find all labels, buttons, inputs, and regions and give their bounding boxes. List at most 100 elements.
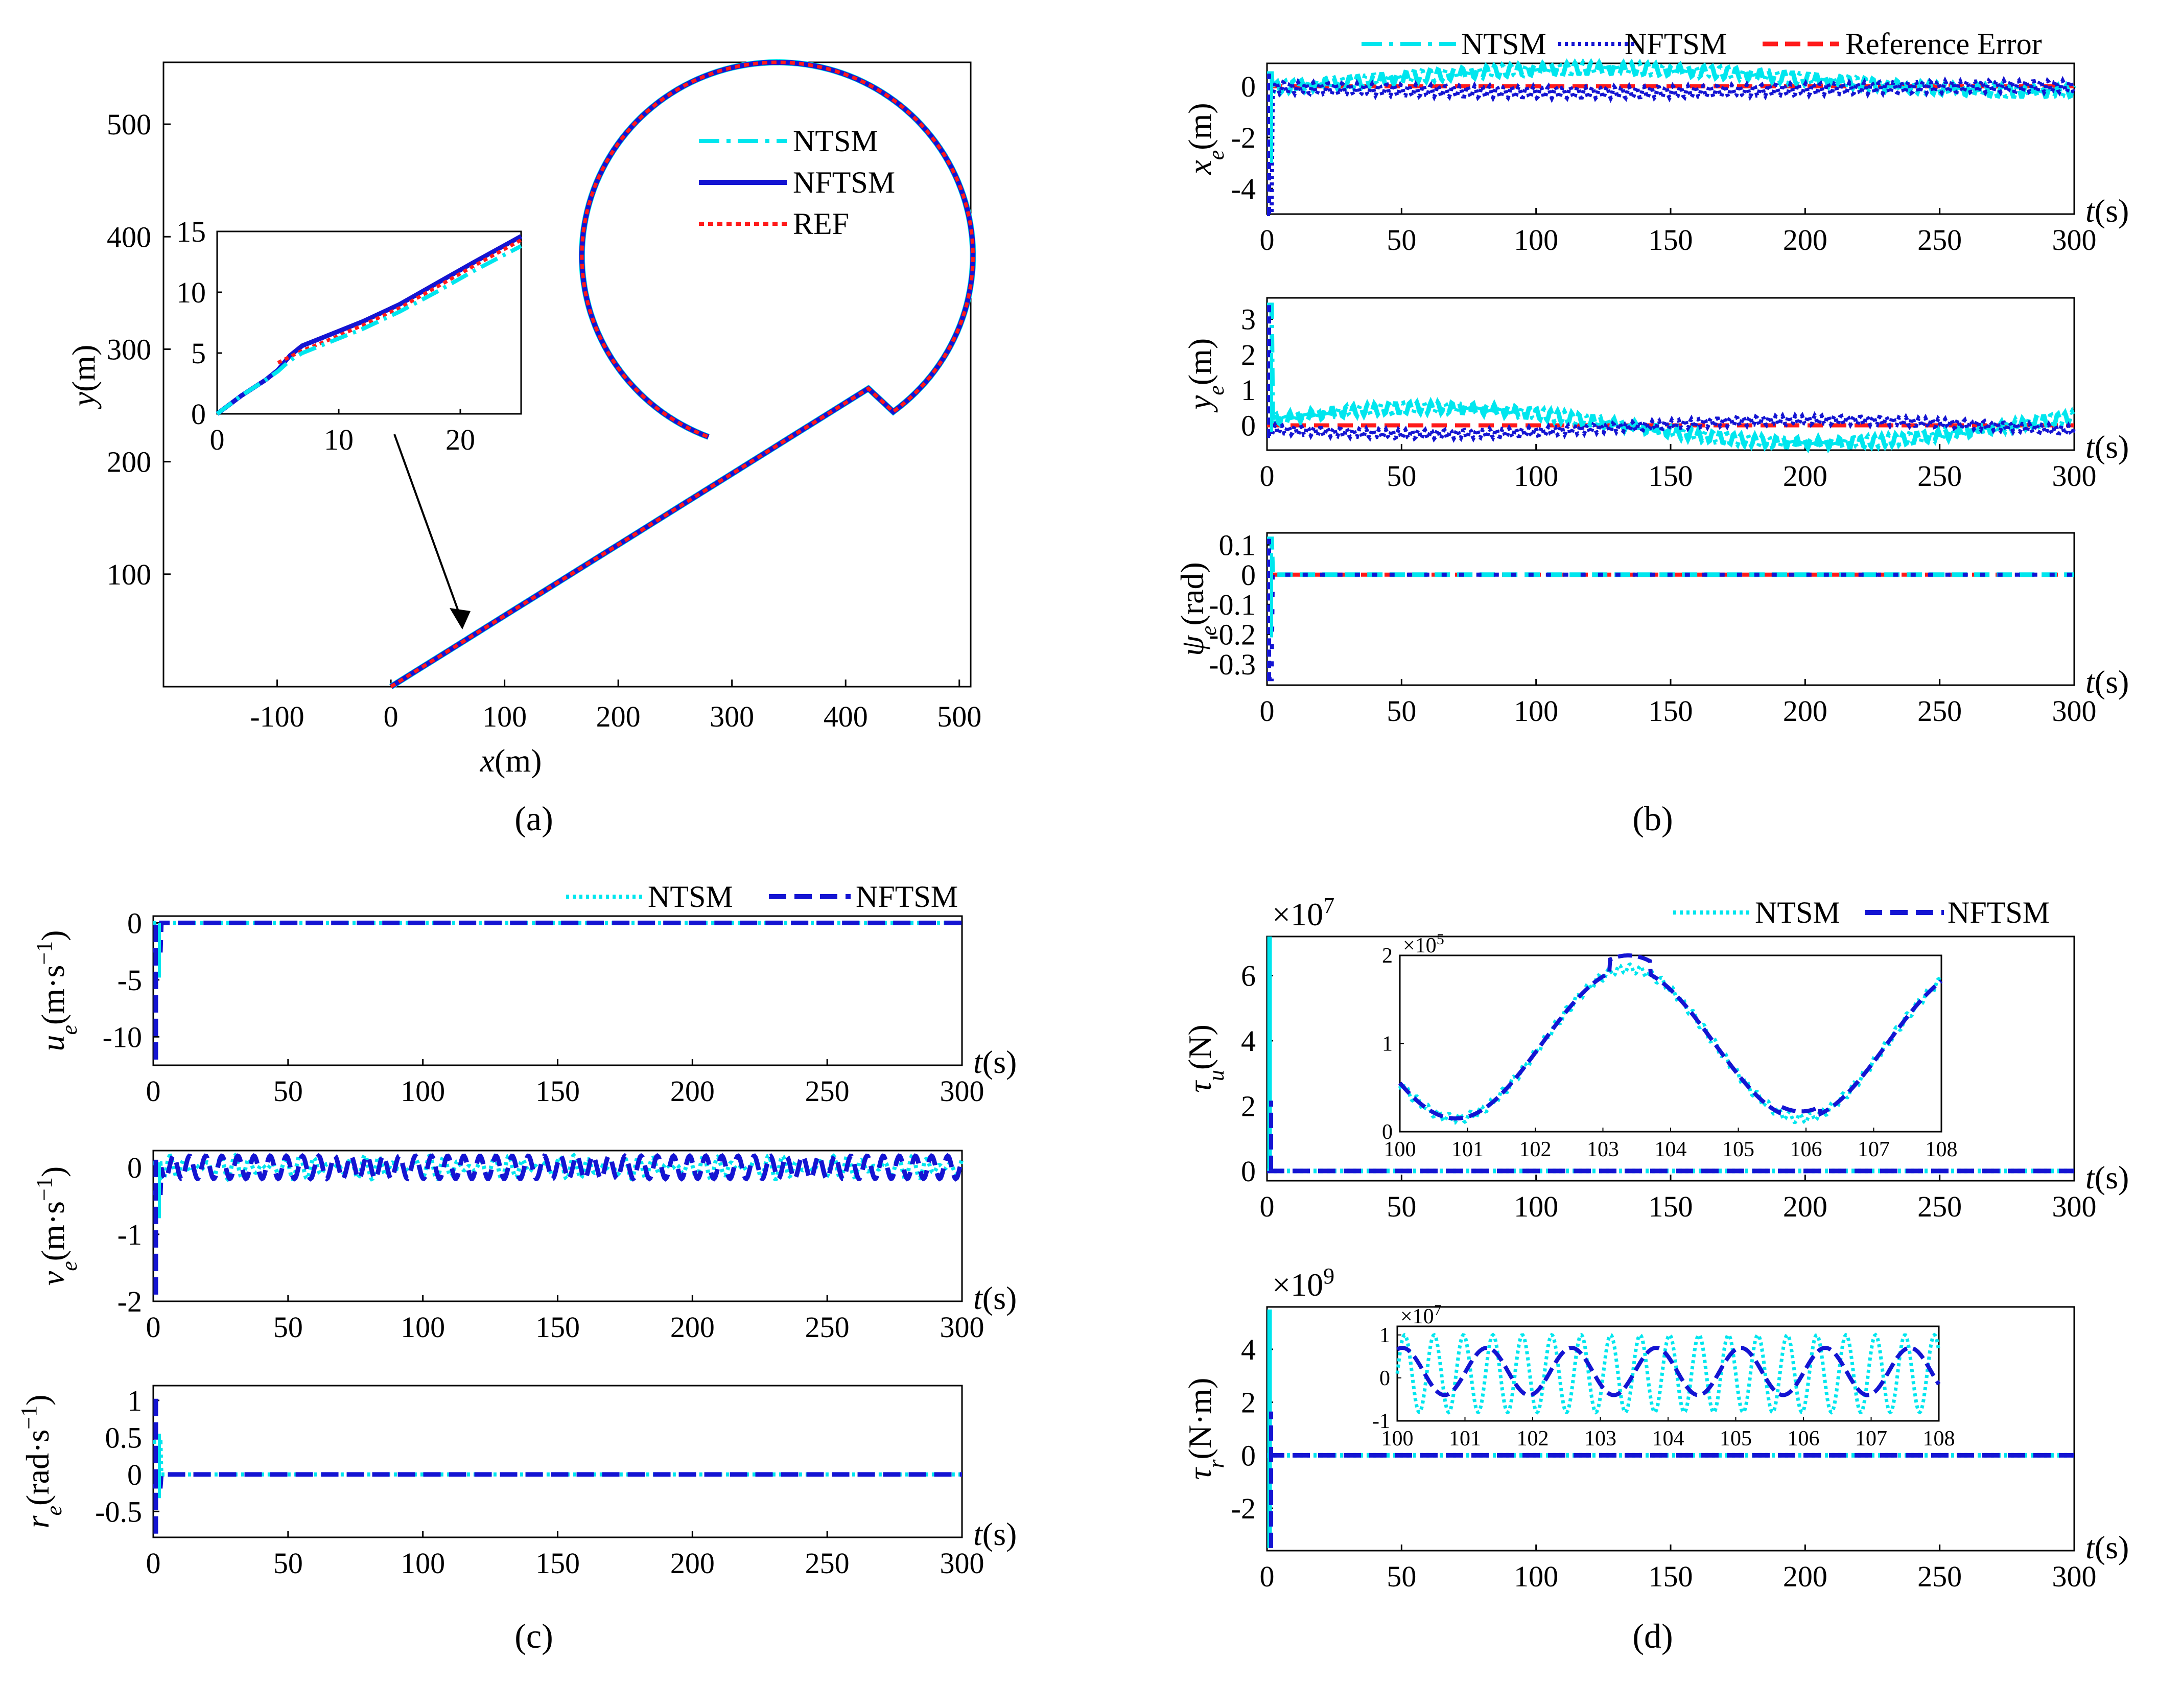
y-tick-label: -0.5 — [95, 1495, 142, 1528]
x-tick-label: 100 — [1514, 694, 1558, 728]
x-tick-label: 100 — [1514, 223, 1558, 256]
nftsm-line — [1267, 572, 2074, 682]
legend-nftsm: NFTSM — [793, 166, 895, 199]
x-tick-label: 50 — [273, 1311, 303, 1344]
y-tick-label: 0.5 — [105, 1421, 143, 1454]
y-tick-label: -2 — [1231, 121, 1256, 154]
subplot-axes — [152, 915, 963, 1066]
nftsm-line — [153, 1153, 965, 1196]
y-tick-label: 1 — [127, 1384, 142, 1417]
subplot-axes — [1266, 532, 2075, 686]
y-tick-label: 1 — [1241, 373, 1256, 407]
y-tick-label: 0 — [127, 906, 142, 940]
y-tick-label: 200 — [107, 446, 151, 479]
y-axis-label: ψe(rad) — [1174, 562, 1221, 656]
panel-a-xlabel: x(m) — [480, 742, 542, 779]
y-tick-label: -2 — [1231, 1492, 1256, 1525]
inset-x-tick-label: 106 — [1788, 1427, 1820, 1450]
legend-ref: REF — [793, 207, 849, 241]
caption-c: (c) — [514, 1617, 553, 1655]
inset-x-tick-label: 101 — [1449, 1427, 1481, 1450]
y-tick-label: 100 — [107, 558, 151, 591]
x-tick-label: 150 — [535, 1547, 580, 1580]
subplot: 0 50 100 150 200 250 300 0 -5 -10 t(s) ue(m·s−1) — [32, 906, 1017, 1108]
y-tick-label: 0 — [1241, 409, 1256, 442]
time-label: t(s) — [973, 1044, 1017, 1080]
time-label: t(s) — [2085, 664, 2129, 700]
legend-nftsm: NFTSM — [856, 880, 958, 914]
time-label: t(s) — [973, 1516, 1017, 1552]
x-tick-label: 250 — [805, 1074, 850, 1108]
x-tick-label: 150 — [1649, 223, 1693, 256]
x-tick-label: 50 — [1387, 1560, 1416, 1593]
x-tick-label: 100 — [401, 1074, 445, 1108]
legend-ntsm: NTSM — [793, 124, 878, 158]
y-tick-label: 0 — [1241, 1155, 1256, 1188]
x-tick-label: 0 — [1260, 223, 1275, 256]
y-axis-label: ye(m) — [1182, 338, 1229, 413]
x-tick-label: 250 — [1917, 1190, 1962, 1223]
y-tick-label: 6 — [1241, 959, 1256, 992]
legend-ref: Reference Error — [1845, 27, 2042, 61]
panel-c: NTSM NFTSM 0 50 100 150 200 250 3000-5-10t(s)u… — [16, 880, 1017, 1655]
y-tick-label: -2 — [118, 1285, 142, 1318]
inset-y-tick-label: -1 — [1372, 1410, 1390, 1433]
subplot: 0 50 100 150 200 250 300 0 -2 -4 t(s) xe(m) — [1182, 58, 2129, 256]
x-tick-label: 150 — [1649, 1190, 1693, 1223]
inset-y-tick-label: 0 — [1379, 1367, 1390, 1390]
nftsm-line — [153, 1472, 962, 1489]
y-tick-label: 4 — [1241, 1333, 1256, 1366]
inset-y-tick-label: 2 — [1382, 944, 1393, 968]
panel-c-legend: NTSM NFTSM — [566, 880, 958, 914]
x-tick-label: 200 — [670, 1074, 715, 1108]
y-tick-label: -5 — [118, 964, 142, 997]
x-tick-label: 100 — [482, 700, 527, 733]
inset-y-tick-label: 10 — [176, 276, 206, 309]
legend-ntsm: NTSM — [1461, 27, 1546, 61]
y-tick-label: 0 — [127, 1458, 142, 1491]
x-tick-label: 250 — [1917, 459, 1962, 493]
caption-a: (a) — [514, 799, 553, 838]
y-tick-label: 0 — [1241, 70, 1256, 103]
x-tick-label: 250 — [1917, 694, 1962, 728]
x-tick-label: 250 — [1917, 1560, 1962, 1593]
panel-d-legend: NTSM NFTSM — [1673, 896, 2050, 929]
ntsm-line — [1267, 58, 2076, 100]
time-label: t(s) — [2085, 1529, 2129, 1565]
x-tick-label: 200 — [1783, 459, 1827, 493]
time-label: t(s) — [2085, 1159, 2129, 1196]
x-tick-label: 50 — [273, 1074, 303, 1108]
x-tick-label: 200 — [1783, 223, 1827, 256]
y-tick-label: -1 — [118, 1218, 142, 1251]
subplot-axes — [152, 1385, 963, 1538]
inset-ref-line — [277, 238, 522, 365]
y-tick-label: 300 — [107, 333, 151, 366]
panel-a-ref-line — [390, 60, 975, 688]
legend-ntsm: NTSM — [1755, 896, 1840, 929]
x-tick-label: 0 — [146, 1074, 161, 1108]
inset-x-tick-label: 108 — [1923, 1427, 1955, 1450]
x-tick-label: 300 — [2052, 223, 2097, 256]
x-tick-label: 150 — [1649, 1560, 1693, 1593]
time-label: t(s) — [973, 1280, 1017, 1316]
x-tick-label: 200 — [670, 1311, 715, 1344]
panel-a-legend: NTSM NFTSM REF — [699, 124, 895, 241]
y-axis-label: τu(N) — [1182, 1024, 1229, 1093]
subplot: 0 50 100 150 200 250 30010.50-0.5t(s)re(rad·s−… — [16, 1384, 1017, 1580]
inset-y-tick-label: 1 — [1382, 1033, 1393, 1056]
x-tick-label: 50 — [1387, 223, 1416, 256]
zoom-arrow — [393, 434, 463, 623]
inset-x-tick-label: 105 — [1720, 1427, 1752, 1450]
x-tick-label: 0 — [384, 700, 398, 733]
inset-y-tick-label: 1 — [1379, 1324, 1390, 1347]
x-tick-label: 250 — [1917, 223, 1962, 256]
inset-x-tick-label: 20 — [445, 423, 475, 456]
inset-nftsm-line — [216, 234, 523, 416]
x-tick-label: 150 — [1649, 694, 1693, 728]
inset-x-tick-label: 103 — [1584, 1427, 1616, 1450]
y-exponent: ×109 — [1272, 1264, 1334, 1303]
time-label: t(s) — [2085, 193, 2129, 229]
x-tick-label: 50 — [1387, 459, 1416, 493]
